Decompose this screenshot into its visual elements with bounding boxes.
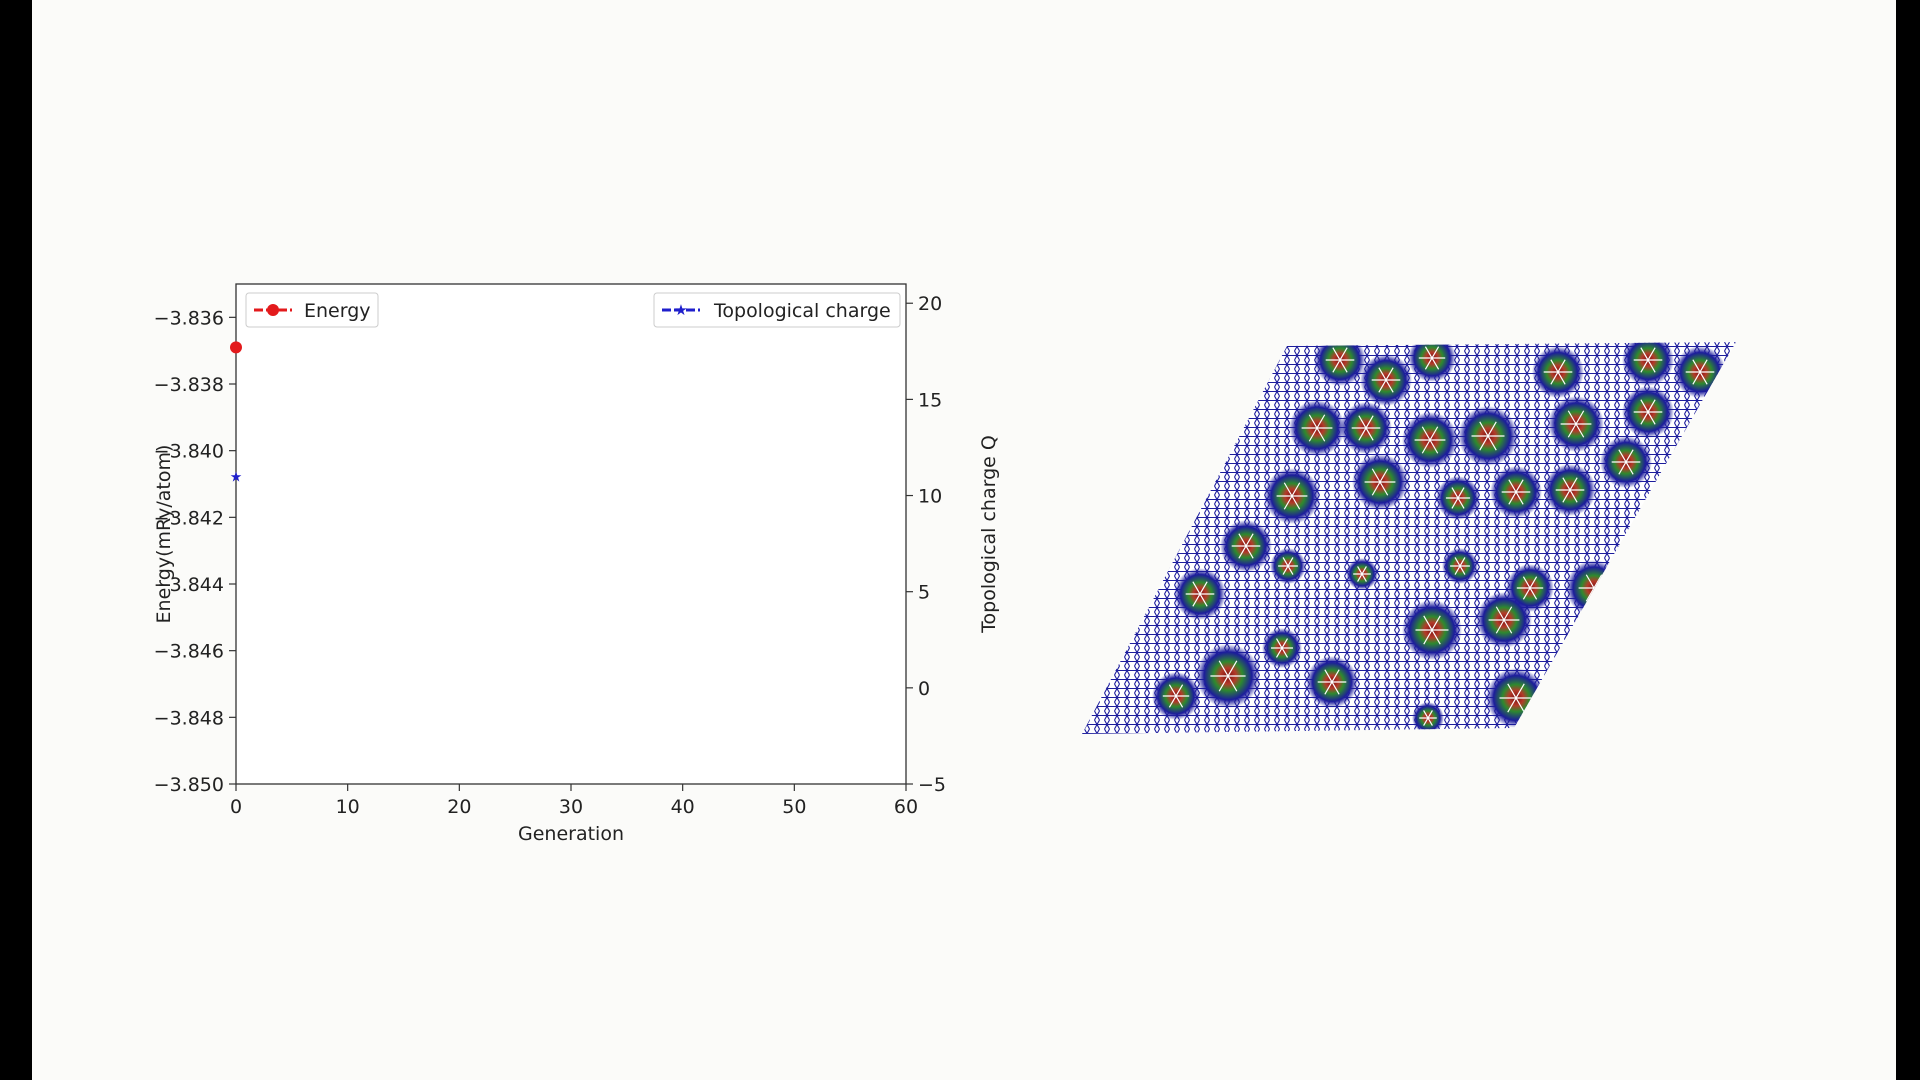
skyrmion-core-spin (1271, 638, 1293, 658)
skyrmion-core-spin (1415, 615, 1449, 645)
skyrmion-group (1152, 342, 1726, 734)
legend-energy-marker (267, 304, 279, 316)
skyrmion-core-spin (1501, 479, 1531, 505)
y-right-tick-label: 0 (918, 678, 930, 700)
energy-charge-chart: −3.836 −3.838 −3.840 −3.842 −3.844 −3.846 −3.8… (153, 283, 1000, 845)
skyrmion-core-spin (1611, 449, 1641, 475)
skyrmion-core-spin (1516, 576, 1544, 600)
x-tick-label: 40 (671, 796, 695, 818)
skyrmion-core-spin (1555, 477, 1585, 503)
energy-point (230, 341, 242, 354)
y-right-axis-label: Topological charge Q (978, 435, 1000, 634)
skyrmion-core-spin (1353, 566, 1371, 582)
x-tick-label: 60 (894, 796, 918, 818)
x-tick-label: 30 (559, 796, 583, 818)
y-left-tick-label: −3.838 (154, 374, 224, 396)
skyrmion-core-spin (1543, 359, 1573, 385)
x-tick-label: 50 (782, 796, 806, 818)
skyrmion-core-spin (1325, 347, 1355, 373)
skyrmion-core-spin (1450, 557, 1470, 575)
y-left-tick-label: −3.844 (154, 574, 224, 596)
y-right-tick-label: 10 (918, 486, 942, 508)
legend-topological-charge-label: Topological charge (713, 300, 891, 322)
topological-charge-point: ★ (230, 469, 243, 485)
skyrmion-core-spin (1471, 421, 1505, 451)
x-axis-label: Generation (518, 823, 624, 845)
right-axis-ticks: 20 15 10 5 0 −5 (906, 293, 946, 796)
skyrmion-core-spin (1364, 468, 1396, 496)
y-right-tick-label: 5 (918, 582, 930, 604)
skyrmion-core-spin (1162, 684, 1190, 708)
y-left-axis-label: Energy(mRy/atom) (153, 445, 175, 624)
figure-frame: −3.836 −3.838 −3.840 −3.842 −3.844 −3.846 −3.8… (32, 0, 1896, 1080)
skyrmion-core-spin (1488, 606, 1520, 634)
skyrmion-core-spin (1301, 414, 1333, 442)
skyrmion-core-spin (1633, 347, 1663, 373)
skyrmion-core-spin (1633, 399, 1663, 425)
x-tick-label: 10 (336, 796, 360, 818)
skyrmion-core-spin (1371, 367, 1401, 393)
y-left-tick-label: −3.846 (154, 641, 224, 663)
y-left-tick-label: −3.836 (154, 307, 224, 329)
legend-energy: Energy (245, 292, 379, 328)
skyrmion-core-spin (1560, 410, 1592, 438)
skyrmion-core-spin (1414, 426, 1446, 454)
skyrmion-core-spin (1210, 660, 1246, 692)
skyrmion-core-spin (1418, 346, 1446, 370)
skyrmion-core-spin (1278, 557, 1298, 575)
skyrmion-core-spin (1185, 581, 1215, 607)
skyrmion-core-spin (1317, 669, 1347, 695)
y-right-tick-label: −5 (918, 774, 946, 796)
skyrmion-core-spin (1445, 487, 1471, 509)
x-tick-label: 20 (447, 796, 471, 818)
skyrmion-core-spin (1231, 533, 1261, 559)
y-left-tick-label: −3.842 (154, 507, 224, 529)
y-left-tick-label: −3.840 (154, 441, 224, 463)
x-axis-ticks: 0 10 20 30 40 50 60 (230, 784, 918, 818)
y-right-tick-label: 15 (918, 389, 942, 411)
y-right-tick-label: 20 (918, 293, 942, 315)
y-left-tick-label: −3.848 (154, 707, 224, 729)
spin-texture-panel (1082, 342, 1736, 734)
chart-marks: ★ (230, 341, 243, 485)
skyrmion-core-spin (1499, 683, 1533, 713)
legend-topological-charge: ★ Topological charge (653, 292, 901, 328)
skyrmion-core-spin (1419, 710, 1437, 726)
skyrmion-core-spin (1685, 359, 1715, 385)
skyrmion-core-spin (1351, 415, 1381, 441)
legend-star-marker: ★ (674, 301, 687, 319)
left-axis-ticks: −3.836 −3.838 −3.840 −3.842 −3.844 −3.846 −3.8… (154, 307, 236, 796)
y-left-tick-label: −3.850 (154, 774, 224, 796)
plot-area (235, 283, 907, 785)
x-tick-label: 0 (230, 796, 242, 818)
legend-energy-label: Energy (304, 300, 371, 322)
skyrmion-core-spin (1276, 482, 1308, 510)
